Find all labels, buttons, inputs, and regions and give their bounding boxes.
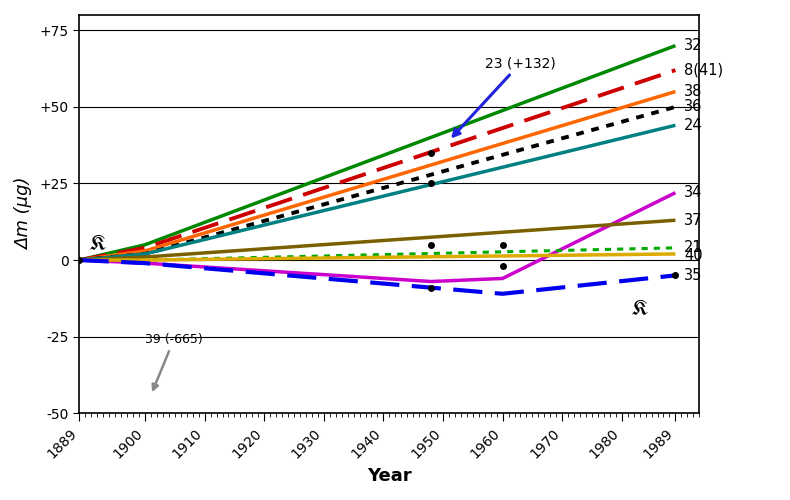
Text: 38: 38 [684, 84, 703, 99]
Text: 35: 35 [684, 268, 703, 283]
Text: 23 (+132): 23 (+132) [453, 56, 556, 136]
Text: 8(41): 8(41) [684, 62, 724, 78]
X-axis label: Year: Year [367, 467, 412, 485]
Text: 24: 24 [684, 118, 703, 133]
Text: 40: 40 [684, 248, 703, 263]
Y-axis label: Δm (μg): Δm (μg) [15, 178, 33, 250]
Text: 36: 36 [684, 100, 703, 114]
Text: 34: 34 [684, 185, 703, 200]
Text: 21: 21 [684, 240, 703, 256]
Text: 39 (-665): 39 (-665) [145, 333, 203, 390]
Text: $\mathfrak{K}$: $\mathfrak{K}$ [630, 300, 649, 318]
Text: 37: 37 [684, 213, 703, 228]
Text: $\mathfrak{K}$: $\mathfrak{K}$ [88, 236, 107, 255]
Text: 32: 32 [684, 38, 703, 53]
